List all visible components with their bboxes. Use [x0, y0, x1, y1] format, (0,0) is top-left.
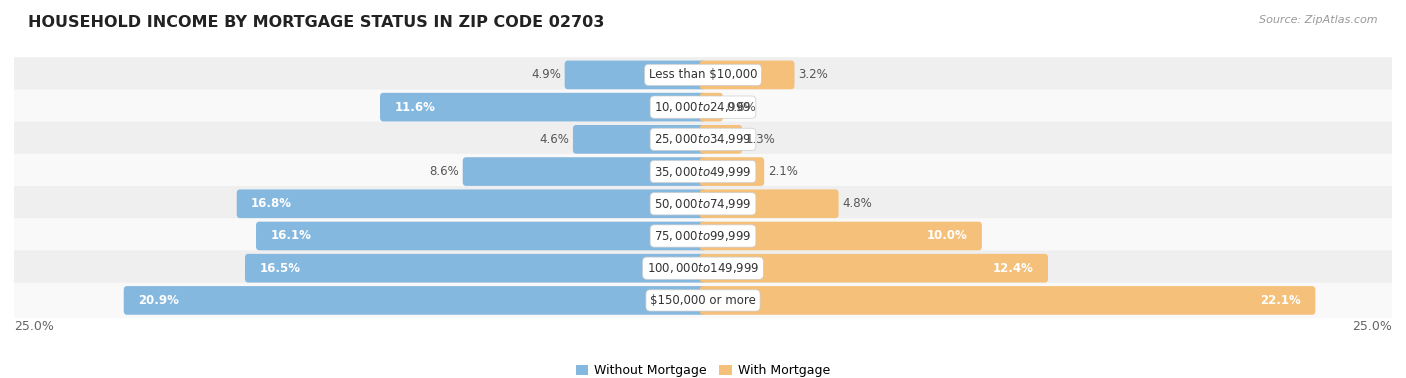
FancyBboxPatch shape [7, 251, 1399, 286]
Text: $150,000 or more: $150,000 or more [650, 294, 756, 307]
FancyBboxPatch shape [245, 254, 706, 282]
Text: 10.0%: 10.0% [927, 229, 967, 243]
FancyBboxPatch shape [236, 189, 706, 218]
FancyBboxPatch shape [7, 57, 1399, 93]
Text: Source: ZipAtlas.com: Source: ZipAtlas.com [1260, 15, 1378, 25]
Text: HOUSEHOLD INCOME BY MORTGAGE STATUS IN ZIP CODE 02703: HOUSEHOLD INCOME BY MORTGAGE STATUS IN Z… [28, 15, 605, 30]
Text: 16.1%: 16.1% [270, 229, 311, 243]
Text: 4.9%: 4.9% [531, 68, 561, 81]
Text: 8.6%: 8.6% [429, 165, 460, 178]
Text: $25,000 to $34,999: $25,000 to $34,999 [654, 132, 752, 146]
Text: 4.8%: 4.8% [842, 197, 872, 210]
Text: 25.0%: 25.0% [1353, 320, 1392, 333]
FancyBboxPatch shape [7, 122, 1399, 157]
Text: 20.9%: 20.9% [138, 294, 179, 307]
FancyBboxPatch shape [700, 189, 838, 218]
FancyBboxPatch shape [7, 154, 1399, 189]
Text: Less than $10,000: Less than $10,000 [648, 68, 758, 81]
FancyBboxPatch shape [463, 157, 706, 186]
FancyBboxPatch shape [700, 157, 765, 186]
Text: $50,000 to $74,999: $50,000 to $74,999 [654, 197, 752, 211]
Text: 4.6%: 4.6% [540, 133, 569, 146]
FancyBboxPatch shape [7, 186, 1399, 222]
Text: 2.1%: 2.1% [768, 165, 797, 178]
Text: 11.6%: 11.6% [394, 101, 436, 114]
Text: 25.0%: 25.0% [14, 320, 53, 333]
FancyBboxPatch shape [256, 222, 706, 250]
Text: 3.2%: 3.2% [799, 68, 828, 81]
FancyBboxPatch shape [700, 60, 794, 89]
FancyBboxPatch shape [700, 125, 742, 154]
FancyBboxPatch shape [700, 286, 1316, 315]
FancyBboxPatch shape [565, 60, 706, 89]
FancyBboxPatch shape [700, 93, 723, 121]
FancyBboxPatch shape [700, 254, 1047, 282]
Text: 16.8%: 16.8% [252, 197, 292, 210]
Text: $10,000 to $24,999: $10,000 to $24,999 [654, 100, 752, 114]
FancyBboxPatch shape [7, 90, 1399, 125]
FancyBboxPatch shape [572, 125, 706, 154]
Text: 0.6%: 0.6% [727, 101, 756, 114]
FancyBboxPatch shape [380, 93, 706, 121]
Text: 16.5%: 16.5% [259, 262, 301, 275]
FancyBboxPatch shape [124, 286, 706, 315]
Text: $35,000 to $49,999: $35,000 to $49,999 [654, 164, 752, 178]
Text: 22.1%: 22.1% [1260, 294, 1301, 307]
Legend: Without Mortgage, With Mortgage: Without Mortgage, With Mortgage [575, 364, 831, 377]
Text: 12.4%: 12.4% [993, 262, 1033, 275]
Text: 1.3%: 1.3% [745, 133, 776, 146]
Text: $100,000 to $149,999: $100,000 to $149,999 [647, 261, 759, 275]
FancyBboxPatch shape [700, 222, 981, 250]
FancyBboxPatch shape [7, 218, 1399, 254]
FancyBboxPatch shape [7, 283, 1399, 318]
Text: $75,000 to $99,999: $75,000 to $99,999 [654, 229, 752, 243]
